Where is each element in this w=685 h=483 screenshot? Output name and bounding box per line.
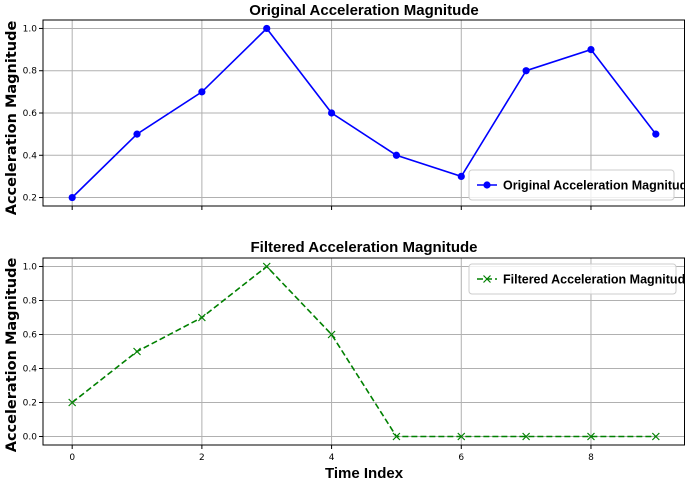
legend-marker xyxy=(477,275,497,283)
y-tick-label: 0.8 xyxy=(23,297,38,307)
y-tick-label: 1.0 xyxy=(23,263,38,273)
legend: Filtered Acceleration Magnitude xyxy=(468,263,685,295)
data-point xyxy=(587,45,595,54)
y-tick-label: 0.4 xyxy=(23,151,38,161)
data-point xyxy=(263,24,271,33)
x-tick-label: 6 xyxy=(458,453,464,463)
legend-point xyxy=(483,181,491,189)
axis-ticks: 0.2 0.4 0.6 0.8 1.0 xyxy=(23,24,592,210)
y-tick-label: 0.2 xyxy=(23,399,37,409)
series-line xyxy=(71,265,656,438)
data-point xyxy=(652,130,660,138)
legend-label: Filtered Acceleration Magnitude xyxy=(503,273,685,287)
legend-point xyxy=(483,275,491,283)
data-point xyxy=(587,432,595,441)
data-point xyxy=(522,67,530,75)
data-series xyxy=(68,262,660,441)
legend: Original Acceleration Magnitude xyxy=(468,169,685,201)
data-point xyxy=(133,347,141,356)
data-point xyxy=(68,193,76,202)
y-axis-label: Acceleration Magnitude xyxy=(4,21,20,216)
data-series xyxy=(68,24,660,202)
x-axis-label: Time Index xyxy=(325,465,404,482)
y-tick-label: 0.6 xyxy=(23,331,38,341)
y-tick-label: 0.8 xyxy=(23,67,38,77)
y-tick-label: 0.0 xyxy=(23,433,38,443)
y-tick-label: 0.2 xyxy=(23,194,37,204)
data-point xyxy=(197,313,206,322)
data-point xyxy=(392,151,401,159)
legend-marker xyxy=(477,181,497,189)
x-tick-label: 4 xyxy=(329,453,335,463)
chart-title: Filtered Acceleration Magnitude xyxy=(251,239,478,256)
x-tick-label: 0 xyxy=(69,453,75,463)
x-tick-label: 8 xyxy=(588,453,594,463)
data-point xyxy=(68,398,77,407)
legend-label: Original Acceleration Magnitude xyxy=(503,179,685,193)
data-point xyxy=(651,432,660,441)
data-point xyxy=(457,432,466,441)
y-tick-label: 1.0 xyxy=(23,24,38,34)
x-tick-label: 2 xyxy=(199,453,205,463)
legend-box xyxy=(468,169,675,201)
original-acceleration-subplot: Original Acceleration Magnitude Accelera… xyxy=(4,2,685,215)
data-point xyxy=(133,130,141,138)
y-tick-label: 0.6 xyxy=(23,109,38,119)
series-line xyxy=(71,27,657,199)
axis-ticks: 0 2 4 6 8 0.0 0.2 0.4 0.6 0.8 1.0 xyxy=(23,263,594,464)
filtered-acceleration-subplot: Filtered Acceleration Magnitude Accelera… xyxy=(4,239,685,482)
grid xyxy=(43,20,685,206)
chart-title: Original Acceleration Magnitude xyxy=(249,2,478,19)
data-point xyxy=(392,432,401,441)
y-tick-label: 0.4 xyxy=(23,365,38,375)
y-axis-label: Acceleration Magnitude xyxy=(4,258,20,453)
data-point xyxy=(198,88,206,96)
legend-box xyxy=(468,263,677,295)
data-point xyxy=(327,109,336,117)
data-point xyxy=(522,432,531,441)
data-point xyxy=(327,330,336,339)
data-point xyxy=(262,262,271,271)
data-point xyxy=(457,172,465,181)
